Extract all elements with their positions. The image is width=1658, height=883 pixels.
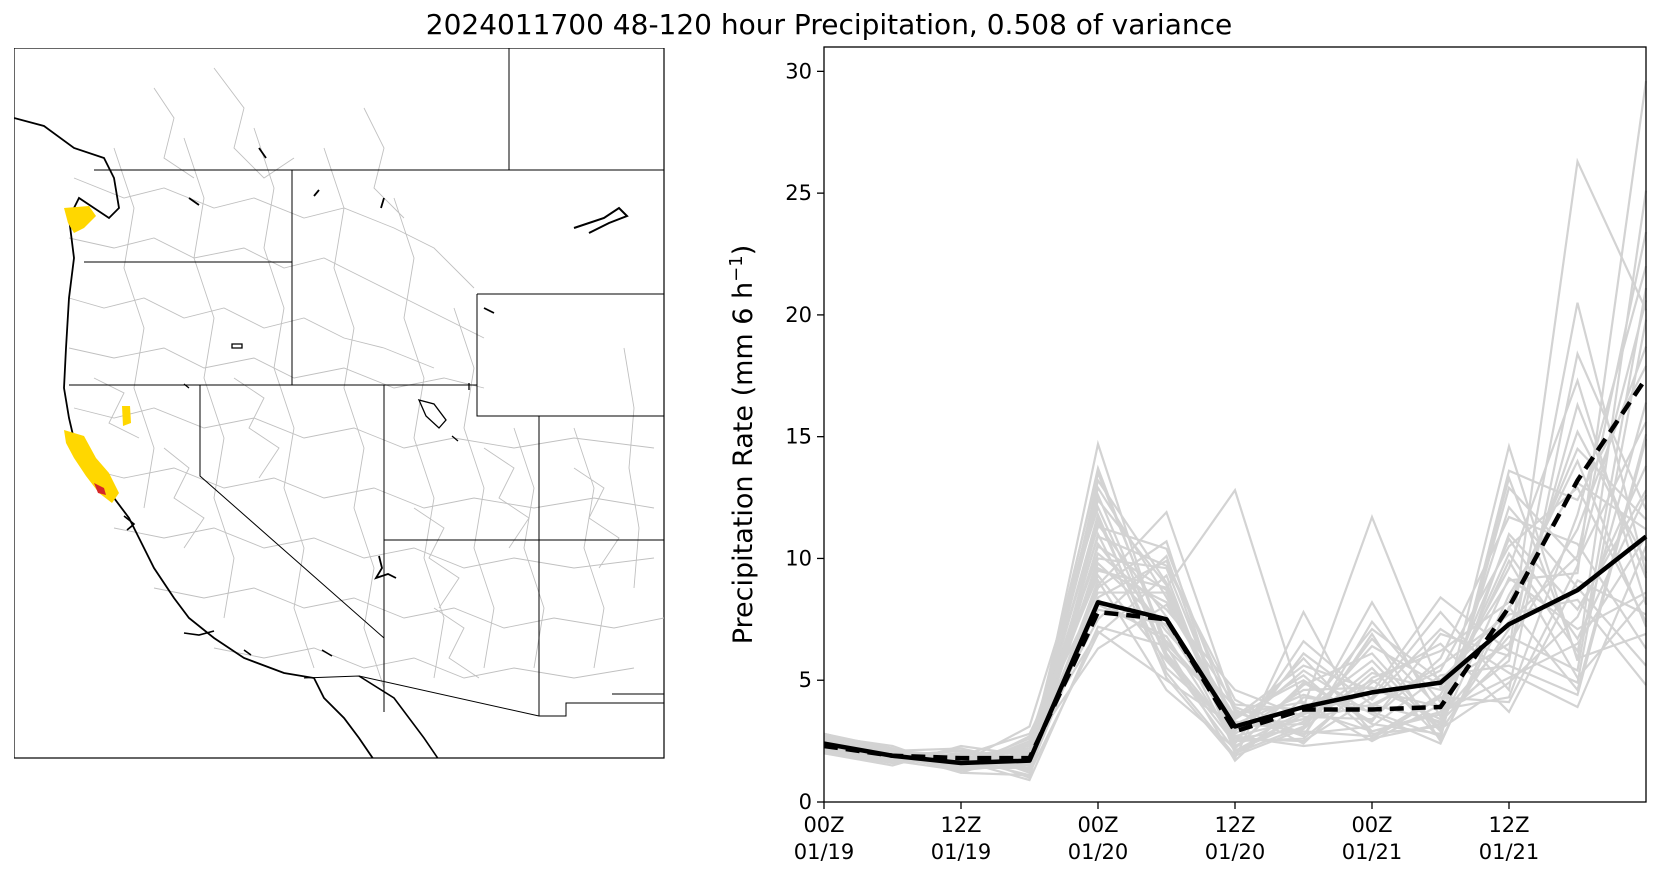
ensemble-member-line-1 <box>823 157 1647 770</box>
ensemble-member-line-20 <box>823 429 1647 762</box>
x-tick-label-date: 01/19 <box>931 840 992 864</box>
ensemble-member-line-29 <box>823 486 1647 765</box>
y-axis-label: Precipitation Rate (mm 6 h−1) <box>726 245 760 645</box>
ensemble-member-line-23 <box>823 346 1648 765</box>
ensemble-member-line-25 <box>823 350 1648 767</box>
ensemble-member-line-11 <box>823 365 1647 770</box>
highlighted-basins <box>64 206 131 503</box>
x-tick-label-time: 00Z <box>1077 813 1118 837</box>
ensemble-members <box>823 80 1648 782</box>
y-tick-label: 30 <box>785 59 812 83</box>
x-tick-label-date: 01/21 <box>1342 840 1403 864</box>
ensemble-member-line-12 <box>823 545 1648 772</box>
y-axis: 0 5 10 15 20 25 30 <box>785 59 824 814</box>
ensemble-member-line-9 <box>823 494 1647 767</box>
ensemble-member-line-18 <box>823 578 1647 757</box>
y-tick-label: 25 <box>785 181 812 205</box>
ensemble-member-line-15 <box>823 515 1647 772</box>
ensemble-mean-line <box>823 534 1648 766</box>
y-tick-label: 5 <box>799 668 812 692</box>
x-tick-label-date: 01/19 <box>794 840 855 864</box>
ensemble-member-line-7 <box>823 319 1648 765</box>
ensemble-member-line-26 <box>823 474 1647 765</box>
ensemble-member-line-16 <box>823 287 1648 775</box>
ensemble-member-line-2 <box>823 80 1648 760</box>
ensemble-member-line-5 <box>823 265 1648 777</box>
state-borders <box>69 48 664 717</box>
ensemble-member-line-28 <box>823 535 1647 772</box>
y-tick-label: 0 <box>799 790 812 814</box>
x-tick-label-time: 12Z <box>940 813 981 837</box>
x-tick-label-time: 12Z <box>1214 813 1255 837</box>
x-tick-label-time: 12Z <box>1488 813 1529 837</box>
plot-frame <box>823 46 1647 803</box>
ensemble-member-line-8 <box>823 302 1648 772</box>
figure-title: 2024011700 48-120 hour Precipitation, 0.… <box>425 8 1233 41</box>
x-tick-label-date: 01/20 <box>1205 840 1266 864</box>
ensemble-member-line-24 <box>823 576 1647 774</box>
main-lines <box>823 376 1648 766</box>
reconstruction-dashed-line <box>823 376 1648 761</box>
ensemble-member-line-34 <box>824 469 1647 762</box>
ensemble-member-line-22 <box>823 505 1647 767</box>
x-tick-label-date: 01/21 <box>1479 840 1540 864</box>
ensemble-member-line-4 <box>823 458 1648 765</box>
x-tick-label-date: 01/20 <box>1068 840 1129 864</box>
y-tick-label: 15 <box>785 425 812 449</box>
ensemble-member-line-19 <box>823 402 1648 770</box>
ensemble-member-line-27 <box>823 231 1648 772</box>
ensemble-member-line-14 <box>823 465 1648 767</box>
ensemble-member-line-30 <box>823 433 1648 767</box>
x-tick-label-time: 00Z <box>803 813 844 837</box>
y-tick-label: 20 <box>785 303 812 327</box>
ensemble-member-line-31 <box>823 401 1648 777</box>
ensemble-member-line-32 <box>823 489 1647 770</box>
basin-map <box>14 48 665 759</box>
ensemble-member-line-33 <box>823 300 1648 760</box>
ensemble-member-line-17 <box>823 481 1647 765</box>
ensemble-member-line-6 <box>823 421 1647 762</box>
ensemble-member-line-13 <box>823 377 1648 767</box>
x-axis: 00Z 01/19 12Z 01/19 00Z 01/20 12Z 01/20 00Z 01/21… <box>794 802 1540 864</box>
y-tick-label: 10 <box>785 546 812 570</box>
ensemble-member-line-35 <box>823 446 1647 770</box>
x-tick-label-time: 00Z <box>1351 813 1392 837</box>
ensemble-member-line-10 <box>823 598 1647 782</box>
ensemble-member-line-3 <box>823 190 1648 770</box>
basin-outlines <box>68 67 664 689</box>
ensemble-member-line-21 <box>823 438 1648 780</box>
